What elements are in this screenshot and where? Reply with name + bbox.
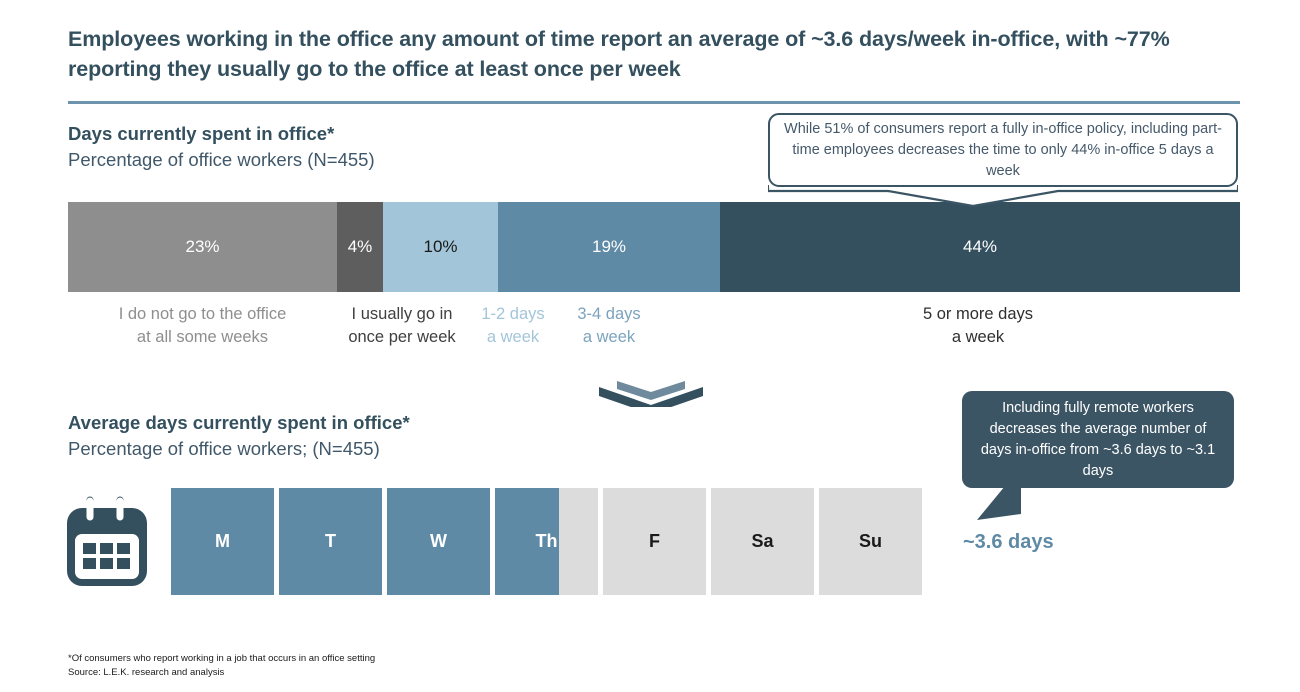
page-title: Employees working in the office any amou… xyxy=(68,27,1170,81)
day-block-label: Th xyxy=(535,531,558,551)
day-block: W xyxy=(387,488,490,595)
day-block: Su xyxy=(819,488,922,595)
callout-bottom-text: Including fully remote workers decreases… xyxy=(980,399,1216,479)
day-block-fill xyxy=(495,488,559,595)
day-block-label: W xyxy=(430,531,447,551)
bar-category-label: I do not go to the office at all some wee… xyxy=(68,303,337,349)
bar-category-label: 3-4 days a week xyxy=(498,303,720,349)
stacked-bar-chart: 23% 4% 10% 19% 44% xyxy=(68,202,1240,292)
footnote-asterisk: *Of consumers who report working in a jo… xyxy=(68,653,376,664)
day-block-label: Su xyxy=(858,531,882,551)
day-block: F xyxy=(603,488,706,595)
day-block-fill xyxy=(171,488,274,595)
day-block-fill xyxy=(279,488,382,595)
bar-segment: 4% xyxy=(337,202,383,292)
bar-segment: 44% xyxy=(720,202,1240,292)
section-two-heading: Average days currently spent in office* xyxy=(68,412,410,433)
average-days-value: ~3.6 days xyxy=(963,531,1054,553)
callout-top-tail-icon xyxy=(768,185,1238,208)
bar-category-label: 5 or more days a week xyxy=(798,303,1158,349)
bar-segment: 19% xyxy=(498,202,720,292)
day-block-label: M xyxy=(215,531,230,551)
calendar-icon xyxy=(67,496,147,586)
bar-category-label-line: a week xyxy=(951,328,1005,346)
bar-segment: 10% xyxy=(383,202,498,292)
section-two-subheading: Percentage of office workers; (N=455) xyxy=(68,438,380,459)
section-one-heading: Days currently spent in office* xyxy=(68,123,335,144)
callout-bottom-tail-icon xyxy=(977,486,1021,520)
day-block: Sa xyxy=(711,488,814,595)
double-chevron-down-icon xyxy=(599,381,703,407)
bar-category-label-line: at all some weeks xyxy=(136,328,269,346)
bar-category-label-line: once per week xyxy=(348,328,456,346)
stacked-bar-category-labels: I do not go to the office at all some wee… xyxy=(68,303,1240,355)
day-block: Th xyxy=(495,488,598,595)
bar-segment: 23% xyxy=(68,202,337,292)
week-day-blocks: M T W Th F Sa Su xyxy=(171,488,922,595)
bar-category-label-line: I do not go to the office xyxy=(118,305,287,323)
day-block: T xyxy=(279,488,382,595)
bar-segment-value: 44% xyxy=(962,237,998,256)
bar-category-label-line: 5 or more days xyxy=(922,305,1034,323)
bar-segment-value: 19% xyxy=(591,237,627,256)
day-block-label: Sa xyxy=(751,531,774,551)
callout-top-in-office-policy: While 51% of consumers report a fully in… xyxy=(768,113,1238,187)
day-block-label: F xyxy=(649,531,660,551)
bar-segment-value: 23% xyxy=(185,237,220,256)
bar-segment-value: 10% xyxy=(423,237,458,256)
bar-category-label-line: a week xyxy=(582,328,636,346)
bar-category-label: 1-2 days a week xyxy=(433,303,593,349)
bar-category-label: I usually go in once per week xyxy=(337,303,467,349)
bar-category-label-line: 3-4 days xyxy=(577,305,641,323)
footnote-source: Source: L.E.K. research and analysis xyxy=(68,667,225,678)
bar-category-label-line: I usually go in xyxy=(351,305,453,323)
callout-top-text: While 51% of consumers report a fully in… xyxy=(784,120,1222,179)
day-block-fill xyxy=(387,488,490,595)
callout-bottom-remote-workers: Including fully remote workers decreases… xyxy=(962,391,1234,488)
title-divider xyxy=(68,101,1240,104)
bar-category-label-line: a week xyxy=(486,328,540,346)
day-block-label: T xyxy=(325,531,336,551)
section-one-subheading: Percentage of office workers (N=455) xyxy=(68,149,375,170)
bar-segment-value: 4% xyxy=(347,237,373,256)
day-block: M xyxy=(171,488,274,595)
bar-category-label-line: 1-2 days xyxy=(481,305,545,323)
